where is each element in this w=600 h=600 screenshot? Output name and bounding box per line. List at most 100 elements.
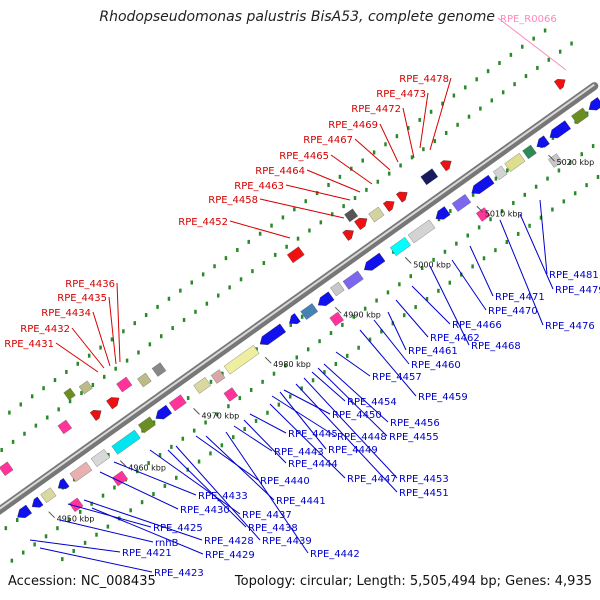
gene-forward-12 xyxy=(396,191,408,203)
track-guide-dot xyxy=(387,171,391,176)
label-rpe_4456-leader xyxy=(323,363,389,423)
track-guide-dot xyxy=(341,322,344,327)
track-guide-dot xyxy=(466,233,469,238)
track-guide-dot xyxy=(163,483,167,488)
track-guide-dot xyxy=(186,396,190,401)
gene-reverse-27 xyxy=(522,144,537,160)
track-guide-dot xyxy=(448,280,452,285)
ruler-tick-label: 4980 kbp xyxy=(273,360,311,369)
track-guide-dot xyxy=(498,61,501,66)
label-rpe_4467: RPE_4467 xyxy=(303,135,353,146)
track-guide-dot xyxy=(342,204,345,209)
gene-reverse-5 xyxy=(90,449,111,467)
track-guide-dot xyxy=(46,415,49,420)
gene-forward-6 xyxy=(151,362,167,377)
label-rpe_4450-leader xyxy=(283,389,331,415)
label-rpe_4436-leader xyxy=(116,282,121,363)
label-rpe_4450: RPE_4450 xyxy=(332,410,382,421)
track-guide-dot xyxy=(251,269,254,274)
gene-reverse-9 xyxy=(169,394,187,412)
label-rpe_4478: RPE_4478 xyxy=(399,74,449,85)
track-guide-dot xyxy=(353,195,357,200)
gene-reverse-29 xyxy=(549,120,571,139)
track-guide-dot xyxy=(384,142,387,147)
gene-reverse-3 xyxy=(57,478,70,489)
track-guide-dot xyxy=(570,41,573,46)
label-rpe_4434: RPE_4434 xyxy=(41,308,91,319)
track-guide-dot xyxy=(580,152,583,157)
track-guide-dot xyxy=(23,431,26,436)
label-rpe_4428: RPE_4428 xyxy=(204,536,254,547)
gene-forward-7 xyxy=(286,246,305,264)
label-rpe_4461: RPE_4461 xyxy=(408,346,458,357)
track-guide-dot xyxy=(475,77,478,82)
track-guide-dot xyxy=(330,212,334,217)
track-guide-dot xyxy=(372,150,376,155)
label-rpe_4479: RPE_4479 xyxy=(555,285,600,296)
track-guide-dot xyxy=(315,191,319,196)
gene-forward-14 xyxy=(440,160,452,172)
track-guide-dot xyxy=(524,74,528,79)
track-guide-dot xyxy=(494,248,497,253)
label-rpe_4481-leader xyxy=(539,199,548,275)
track-guide-dot xyxy=(181,436,185,441)
label-rpe_4431: RPE_4431 xyxy=(4,339,54,350)
gene-forward-5 xyxy=(137,372,152,388)
label-rpe_4438-leader xyxy=(167,449,247,528)
label-rpe_4458: RPE_4458 xyxy=(208,195,258,206)
track-guide-dot xyxy=(80,391,83,396)
track-guide-dot xyxy=(95,532,98,537)
track-guide-dot xyxy=(215,412,219,417)
track-guide-dot xyxy=(4,526,8,531)
gene-reverse-26 xyxy=(504,152,526,172)
gene-reverse-2 xyxy=(40,487,57,503)
track-guide-dot xyxy=(270,223,273,228)
track-guide-dot xyxy=(432,257,435,262)
track-guide-dot xyxy=(101,493,105,498)
label-rpe_4430-leader xyxy=(99,471,179,510)
track-guide-dot xyxy=(350,166,353,171)
track-guide-dot xyxy=(449,209,452,214)
track-guide-dot xyxy=(512,200,515,205)
label-rpe_4453-leader xyxy=(303,377,398,479)
ruler-tick-mark xyxy=(48,511,55,519)
track-guide-dot xyxy=(306,347,310,352)
track-guide-dot xyxy=(357,345,360,350)
track-guide-dot xyxy=(247,239,250,244)
track-guide-dot xyxy=(170,444,173,449)
track-guide-dot xyxy=(83,540,87,545)
label-rpe_4429: RPE_4429 xyxy=(205,550,255,561)
track-guide-dot xyxy=(352,314,356,319)
gene-reverse-17 xyxy=(330,281,345,297)
track-guide-dot xyxy=(521,44,524,49)
track-guide-dot xyxy=(300,314,304,319)
label-rpe_4421-leader xyxy=(29,539,121,553)
gene-forward-0 xyxy=(0,461,14,476)
label-rpe_4435-leader xyxy=(108,296,117,365)
gene-forward-13 xyxy=(420,168,439,186)
track-guide-dot xyxy=(148,342,152,347)
track-guide-dot xyxy=(323,370,326,375)
track-guide-dot xyxy=(558,49,562,54)
label-rpe_4444-leader xyxy=(243,419,287,464)
track-guide-dot xyxy=(107,452,110,457)
track-guide-dot xyxy=(197,459,201,464)
label-rpe_4430: RPE_4430 xyxy=(180,505,230,516)
map-title: Rhodopseudomonas palustris BisA53, compl… xyxy=(99,9,495,25)
track-guide-dot xyxy=(489,217,492,222)
ruler-tick-mark xyxy=(119,460,127,467)
track-guide-dot xyxy=(213,264,216,269)
track-guide-dot xyxy=(288,394,292,399)
gene-forward-misc-1 xyxy=(78,380,93,395)
label-rpe_4472-leader xyxy=(402,107,415,159)
track-guide-dot xyxy=(295,355,299,360)
track-guide-dot xyxy=(420,266,424,271)
track-guide-dot xyxy=(78,509,82,514)
track-guide-dot xyxy=(543,28,547,33)
label-rpe_4432: RPE_4432 xyxy=(20,324,70,335)
track-guide-dot xyxy=(573,191,577,196)
track-guide-dot xyxy=(227,404,230,409)
track-guide-dot xyxy=(585,183,588,188)
track-guide-dot xyxy=(433,139,437,144)
label-rpe_4448-leader xyxy=(271,395,336,437)
